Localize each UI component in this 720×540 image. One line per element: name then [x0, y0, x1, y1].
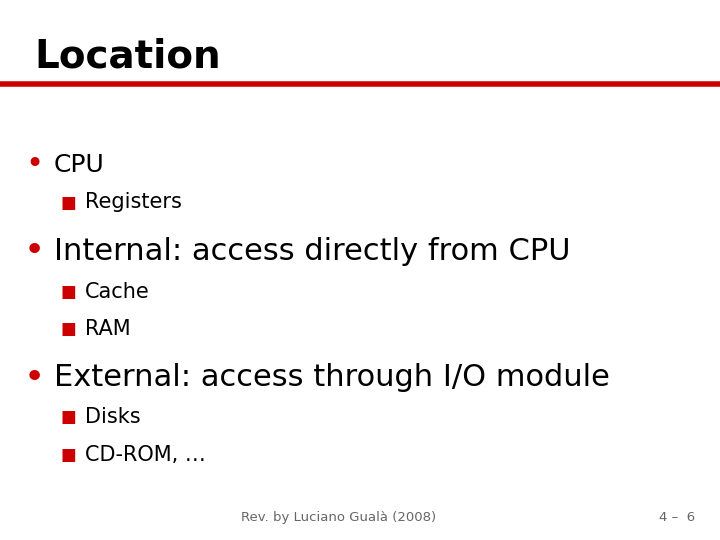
- Text: •: •: [24, 361, 45, 395]
- Text: ■: ■: [60, 320, 76, 339]
- Text: RAM: RAM: [85, 319, 130, 340]
- Text: Internal: access directly from CPU: Internal: access directly from CPU: [54, 237, 570, 266]
- Text: ■: ■: [60, 408, 76, 426]
- Text: Disks: Disks: [85, 407, 140, 427]
- Text: ■: ■: [60, 282, 76, 301]
- Text: Cache: Cache: [85, 281, 150, 302]
- Text: CD-ROM, …: CD-ROM, …: [85, 444, 206, 465]
- Text: CPU: CPU: [54, 153, 104, 177]
- Text: 4 –  6: 4 – 6: [659, 511, 695, 524]
- Text: External: access through I/O module: External: access through I/O module: [54, 363, 610, 393]
- Text: Location: Location: [35, 38, 221, 76]
- Text: ■: ■: [60, 446, 76, 464]
- Text: •: •: [25, 150, 44, 179]
- Text: ■: ■: [60, 193, 76, 212]
- Text: Registers: Registers: [85, 192, 182, 213]
- Text: •: •: [24, 234, 45, 268]
- Text: Rev. by Luciano Gualà (2008): Rev. by Luciano Gualà (2008): [240, 511, 436, 524]
